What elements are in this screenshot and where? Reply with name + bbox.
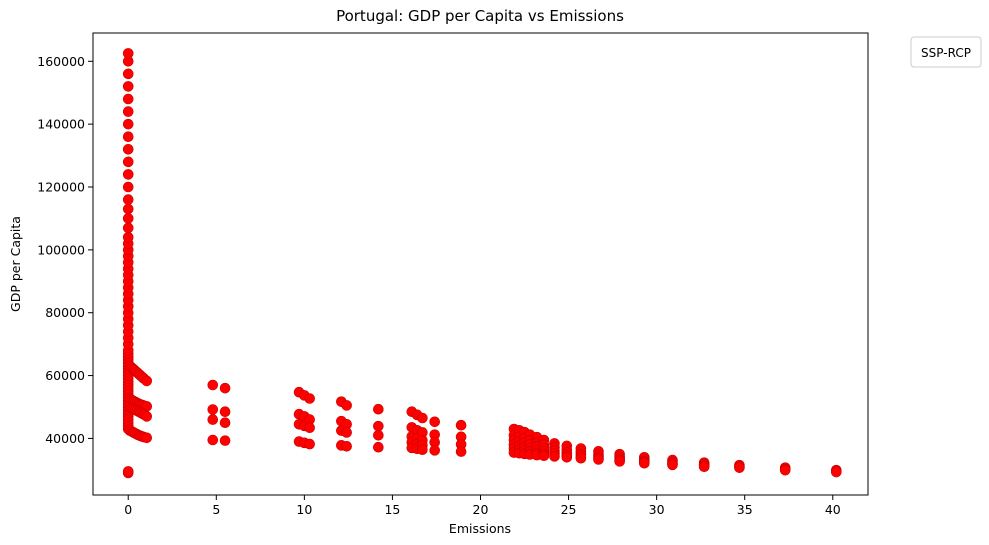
data-point — [417, 444, 428, 456]
data-point — [122, 203, 134, 215]
x-tick-label: 20 — [473, 502, 489, 517]
chart-title: Portugal: GDP per Capita vs Emissions — [336, 7, 624, 25]
data-point — [373, 403, 384, 415]
data-point — [122, 156, 134, 168]
data-point — [667, 459, 678, 471]
data-point — [122, 143, 134, 155]
data-point — [207, 434, 219, 446]
data-point — [373, 441, 384, 453]
x-tick-label: 35 — [737, 502, 753, 517]
data-point — [122, 181, 134, 193]
plot-area — [93, 33, 868, 495]
data-point — [122, 106, 134, 117]
y-axis-label: GDP per Capita — [8, 216, 23, 312]
data-point — [734, 462, 745, 473]
data-point — [141, 432, 153, 444]
data-point — [122, 169, 134, 180]
data-point — [122, 93, 134, 105]
data-point — [219, 417, 231, 429]
data-point — [341, 427, 352, 438]
data-point — [122, 222, 134, 234]
data-point — [304, 422, 315, 434]
data-point — [561, 451, 573, 463]
data-point — [429, 416, 441, 428]
data-point — [417, 412, 428, 424]
y-tick-label: 60000 — [45, 368, 85, 383]
data-points — [122, 48, 842, 479]
data-point — [455, 446, 467, 457]
data-point — [207, 404, 219, 415]
y-tick-label: 140000 — [37, 117, 85, 132]
data-point — [219, 406, 231, 418]
data-point — [207, 379, 219, 391]
x-tick-label: 5 — [212, 502, 220, 517]
data-point — [779, 464, 791, 476]
data-point — [639, 457, 650, 469]
data-point — [455, 419, 467, 431]
data-point — [698, 461, 710, 473]
x-axis-label: Emissions — [449, 521, 511, 536]
data-point — [122, 231, 134, 243]
data-point — [429, 445, 441, 456]
legend-title: SSP-RCP — [921, 46, 971, 60]
data-point — [830, 466, 842, 478]
data-point — [341, 400, 352, 411]
data-point — [122, 118, 134, 130]
x-tick-label: 0 — [124, 502, 132, 517]
legend-box — [910, 36, 982, 68]
data-point — [122, 213, 134, 224]
data-point — [373, 429, 384, 441]
data-point — [141, 411, 153, 422]
data-point — [341, 440, 352, 452]
data-point — [122, 194, 134, 205]
data-point — [207, 414, 219, 425]
data-point — [219, 435, 231, 446]
x-axis: 0 5 10 15 20 25 30 35 40 — [124, 495, 841, 517]
data-point — [575, 452, 587, 464]
plot-background — [93, 33, 868, 495]
legend: SSP-RCP — [910, 36, 982, 68]
x-tick-label: 40 — [825, 502, 841, 517]
x-tick-label: 10 — [296, 502, 312, 517]
data-point — [122, 68, 134, 80]
data-point — [141, 375, 153, 387]
y-tick-label: 40000 — [45, 431, 85, 446]
y-tick-label: 160000 — [37, 54, 85, 69]
data-point — [304, 438, 315, 450]
y-tick-label: 80000 — [45, 305, 85, 320]
y-tick-label: 100000 — [37, 242, 85, 257]
data-point — [614, 456, 625, 467]
data-point — [304, 393, 315, 404]
data-point — [538, 450, 550, 462]
data-point — [122, 131, 134, 143]
data-point — [373, 420, 384, 432]
data-point — [549, 451, 560, 462]
data-point — [122, 466, 134, 477]
data-point — [122, 81, 134, 92]
x-tick-label: 30 — [649, 502, 665, 517]
y-axis: 40000 60000 80000 100000 120000 140000 160000 — [37, 54, 93, 446]
x-tick-label: 25 — [561, 502, 577, 517]
data-point — [219, 382, 231, 394]
y-tick-label: 120000 — [37, 180, 85, 195]
data-point — [122, 48, 134, 59]
x-tick-label: 15 — [384, 502, 400, 517]
data-point — [593, 454, 604, 465]
